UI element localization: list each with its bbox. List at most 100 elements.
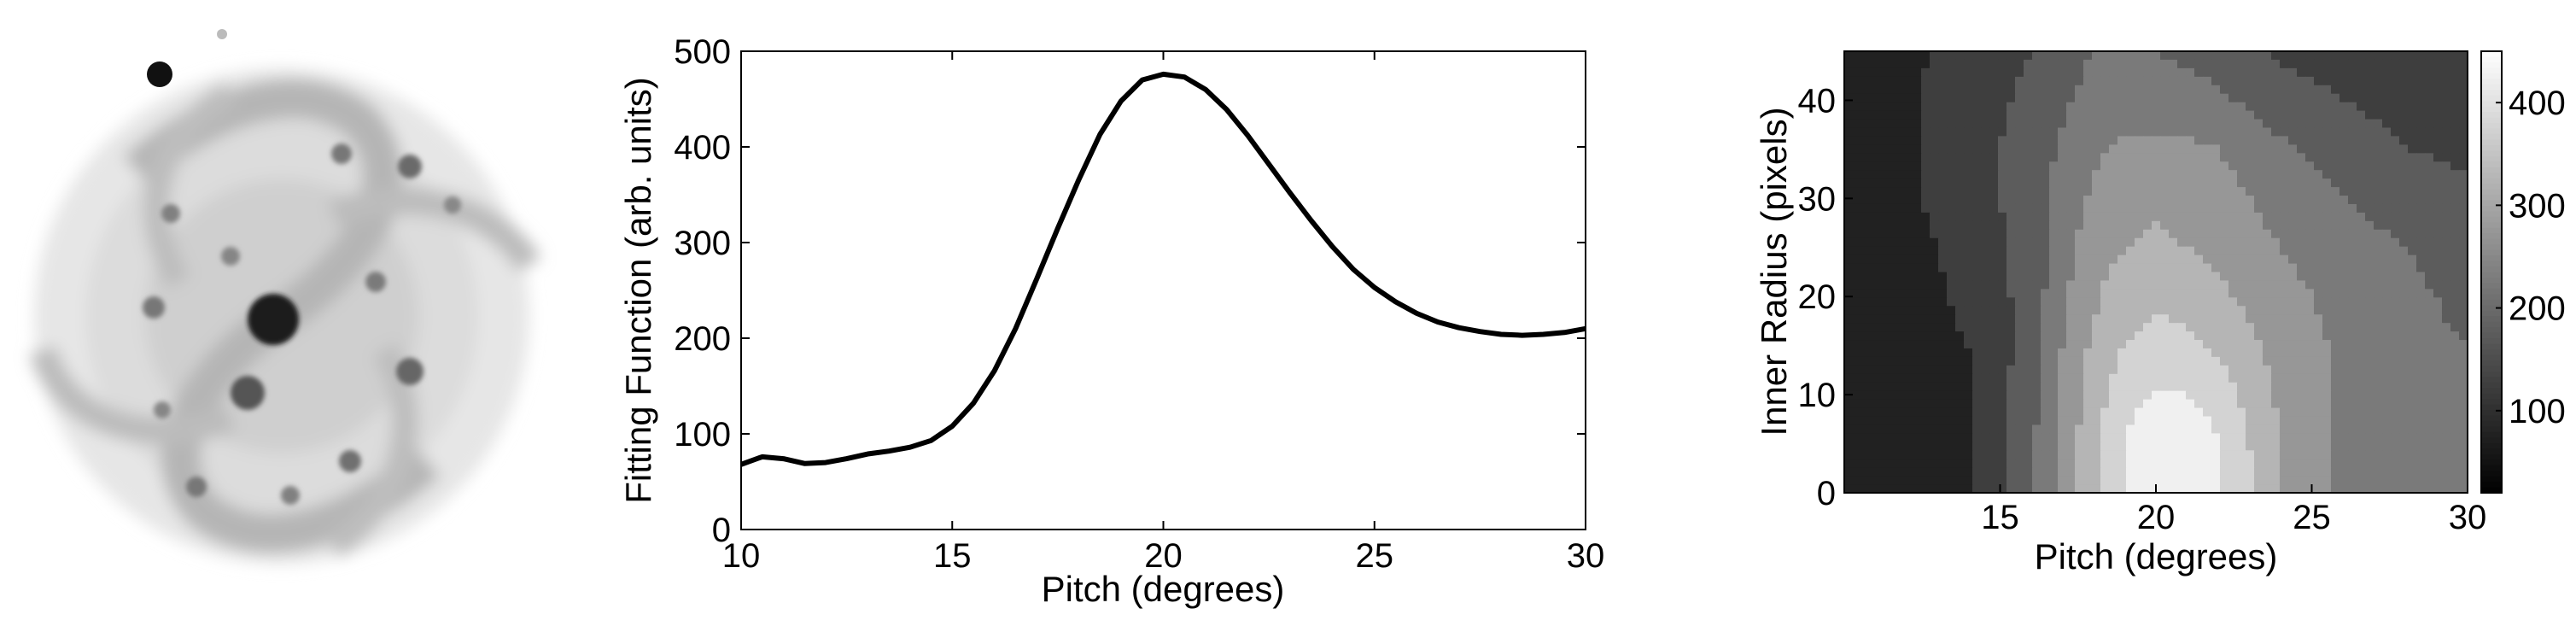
contour-cell bbox=[2408, 93, 2417, 103]
contour-cell bbox=[2280, 59, 2289, 69]
contour-cell bbox=[1964, 467, 1973, 477]
contour-cell bbox=[2297, 67, 2306, 78]
contour-cell bbox=[2408, 246, 2417, 256]
contour-cell bbox=[1989, 450, 1999, 459]
contour-cell bbox=[2314, 373, 2323, 383]
contour-cell bbox=[2075, 255, 2084, 265]
contour-cell bbox=[1844, 416, 1854, 426]
contour-cell bbox=[2211, 272, 2221, 282]
contour-cell bbox=[2459, 144, 2468, 154]
contour-cell bbox=[1964, 85, 1973, 95]
contour-cell bbox=[1870, 433, 1879, 442]
contour-cell bbox=[1955, 399, 1965, 409]
contour-cell bbox=[1972, 289, 1982, 298]
contour-cell bbox=[2254, 476, 2263, 485]
contour-cell bbox=[1913, 407, 1922, 418]
contour-cell bbox=[1895, 433, 1905, 442]
contour-cell bbox=[1878, 280, 1888, 290]
contour-cell bbox=[2228, 331, 2238, 341]
contour-cell bbox=[1955, 255, 1965, 265]
colorbar-swatch bbox=[2481, 305, 2502, 312]
contour-cell bbox=[1895, 161, 1905, 171]
colorbar-swatch bbox=[2481, 139, 2502, 146]
contour-cell bbox=[2041, 59, 2050, 69]
contour-cell bbox=[1955, 76, 1965, 86]
contour-cell bbox=[2399, 102, 2409, 112]
contour-cell bbox=[1878, 246, 1888, 256]
contour-cell bbox=[1972, 450, 1982, 459]
contour-cell bbox=[2117, 382, 2127, 392]
contour-cell bbox=[2365, 306, 2374, 315]
contour-cell bbox=[2374, 424, 2383, 434]
contour-cell bbox=[1989, 110, 1999, 120]
contour-cell bbox=[2288, 59, 2298, 69]
contour-cell bbox=[1981, 76, 1990, 86]
contour-cell bbox=[2450, 390, 2460, 401]
contour-cell bbox=[2450, 365, 2460, 375]
contour-cell bbox=[2237, 289, 2246, 298]
contour-cell bbox=[2186, 203, 2195, 214]
contour-cell bbox=[1938, 459, 1948, 468]
contour-cell bbox=[2399, 272, 2409, 282]
contour-cell bbox=[2348, 144, 2357, 154]
contour-cell bbox=[2399, 459, 2409, 468]
contour-cell bbox=[1981, 289, 1990, 298]
contour-cell bbox=[1981, 93, 1990, 103]
contour-cell bbox=[2348, 314, 2357, 324]
contour-cell bbox=[1964, 272, 1973, 282]
contour-cell bbox=[2100, 51, 2110, 61]
contour-cell bbox=[2220, 212, 2229, 222]
contour-cell bbox=[2041, 272, 2050, 282]
contour-cell bbox=[1947, 93, 1956, 103]
contour-cell bbox=[1904, 348, 1913, 358]
contour-cell bbox=[2058, 85, 2067, 95]
contour-cell bbox=[1921, 102, 1931, 112]
contour-cell bbox=[2348, 220, 2357, 231]
contour-cell bbox=[1998, 323, 2007, 332]
contour-cell bbox=[1878, 459, 1888, 468]
contour-cell bbox=[2194, 356, 2204, 366]
contour-cell bbox=[2100, 433, 2110, 442]
contour-cell bbox=[2305, 67, 2315, 78]
contour-cell bbox=[2100, 76, 2110, 86]
contour-cell bbox=[2288, 263, 2298, 273]
contour-cell bbox=[1904, 280, 1913, 290]
contour-cell bbox=[2083, 459, 2093, 468]
contour-cell bbox=[2211, 314, 2221, 324]
contour-cell bbox=[2135, 110, 2144, 120]
contour-cell bbox=[2442, 382, 2451, 392]
contour-cell bbox=[1989, 212, 1999, 222]
contour-cell bbox=[2391, 280, 2400, 290]
contour-cell bbox=[2058, 220, 2067, 231]
contour-cell bbox=[1938, 306, 1948, 315]
contour-cell bbox=[2058, 136, 2067, 145]
contour-cell bbox=[2126, 144, 2135, 154]
contour-cell bbox=[2408, 407, 2417, 418]
contour-cell bbox=[2348, 450, 2357, 459]
contour-cell bbox=[2117, 255, 2127, 265]
contour-cell bbox=[2092, 220, 2101, 231]
contour-cell bbox=[2399, 119, 2409, 129]
contour-cell bbox=[2083, 187, 2093, 196]
contour-cell bbox=[1955, 416, 1965, 426]
contour-cell bbox=[2203, 467, 2212, 477]
contour-cell bbox=[2066, 51, 2076, 61]
contour-cell bbox=[2041, 433, 2050, 442]
contour-cell bbox=[2066, 85, 2076, 95]
contour-cell bbox=[2374, 407, 2383, 418]
contour-cell bbox=[2425, 220, 2434, 231]
contour-cell bbox=[1955, 280, 1965, 290]
contour-cell bbox=[2408, 399, 2417, 409]
contour-cell bbox=[1981, 170, 1990, 179]
contour-cell bbox=[2331, 212, 2340, 222]
contour-cell bbox=[1972, 476, 1982, 485]
contour-cell bbox=[1861, 442, 1871, 451]
contour-cell bbox=[2382, 203, 2392, 214]
contour-cell bbox=[2271, 365, 2281, 375]
contour-cell bbox=[2254, 331, 2263, 341]
contour-cell bbox=[2006, 382, 2016, 392]
contour-cell bbox=[2391, 127, 2400, 138]
contour-cell bbox=[2152, 331, 2161, 341]
contour-cell bbox=[2391, 382, 2400, 392]
contour-cell bbox=[2322, 433, 2332, 442]
